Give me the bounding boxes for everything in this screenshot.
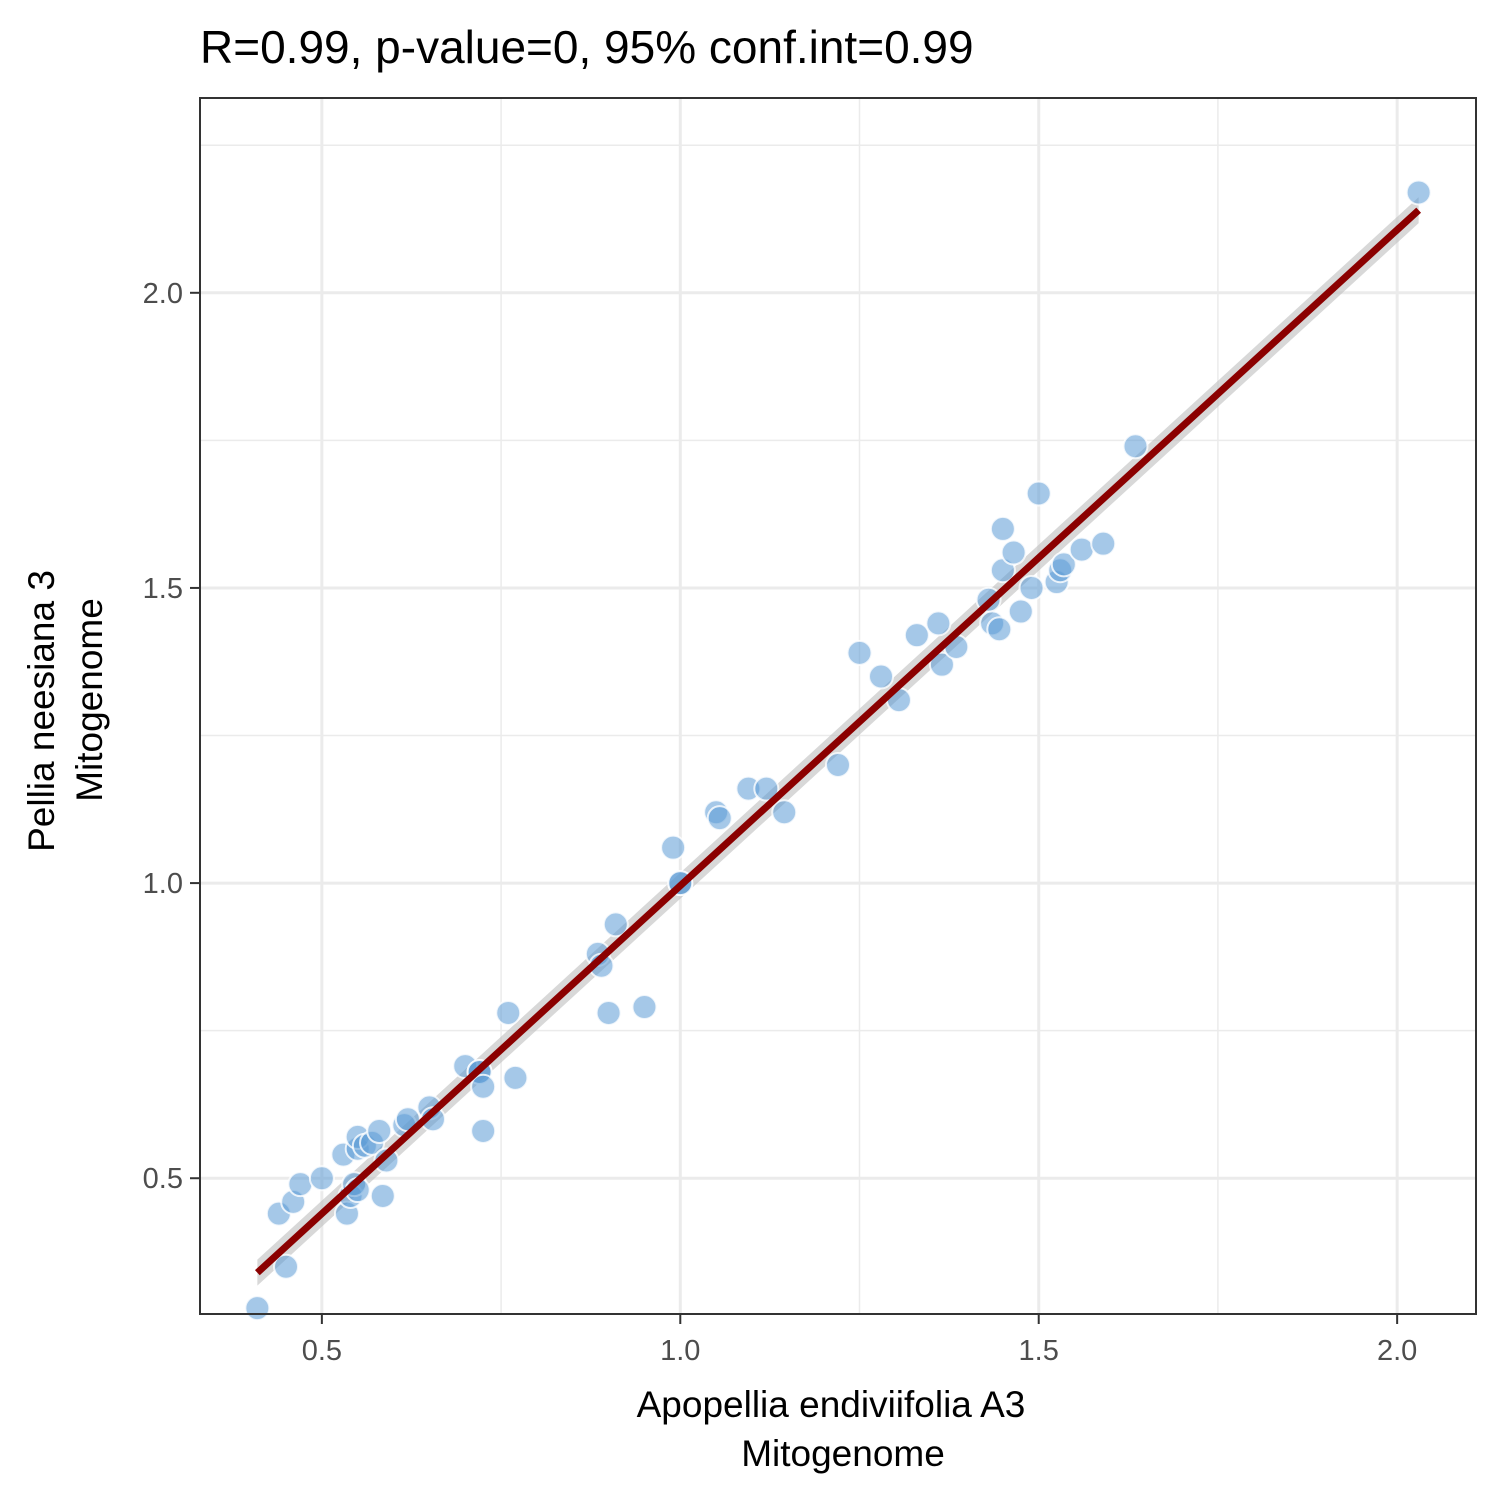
data-point: [771, 799, 798, 826]
data-point: [868, 663, 895, 690]
x-tick-label: 2.0: [1377, 1335, 1417, 1367]
data-point: [631, 994, 658, 1021]
y-axis-title-line2: Mitogenome: [69, 598, 110, 802]
data-point: [903, 622, 930, 649]
data-point: [373, 1147, 400, 1174]
data-point: [1007, 598, 1034, 625]
data-point: [846, 639, 873, 666]
data-point: [706, 805, 733, 832]
data-point: [1025, 480, 1052, 507]
data-point: [1405, 179, 1432, 206]
data-point: [602, 911, 629, 938]
data-point: [366, 1118, 393, 1145]
y-tick-label: 1.5: [143, 573, 183, 605]
data-point: [595, 999, 622, 1026]
data-point: [273, 1253, 300, 1280]
data-point: [287, 1171, 314, 1198]
data-point: [753, 775, 780, 802]
data-point: [369, 1182, 396, 1209]
y-tick-label: 1.0: [143, 868, 183, 900]
data-point: [1050, 551, 1077, 578]
data-point: [1122, 433, 1149, 460]
data-point: [502, 1064, 529, 1091]
panel-border: [199, 97, 1477, 1315]
data-point: [244, 1295, 271, 1322]
data-point: [1000, 539, 1027, 566]
x-tick-label: 0.5: [302, 1335, 342, 1367]
chart-title: R=0.99, p-value=0, 95% conf.int=0.99: [200, 21, 974, 73]
fit-line: [254, 207, 1422, 1276]
data-point: [470, 1073, 497, 1100]
y-tick-label: 2.0: [143, 278, 183, 310]
x-axis-title-line1: Apopellia endiviifolia A3: [637, 1384, 1026, 1425]
fit-line-group: [254, 207, 1422, 1276]
axes: 0.5 1.0 1.5 2.0 0.5 1.0 1.5 2.0: [143, 278, 1418, 1367]
data-point: [986, 616, 1013, 643]
data-point: [928, 651, 955, 678]
x-axis-title-line2: Mitogenome: [741, 1433, 945, 1474]
y-axis-title-line1: Pellia neesiana 3: [21, 570, 62, 852]
y-tick-label: 0.5: [143, 1163, 183, 1195]
data-point: [308, 1165, 335, 1192]
data-point: [989, 515, 1016, 542]
data-point: [825, 752, 851, 779]
data-point: [1068, 536, 1095, 563]
x-tick-label: 1.5: [1019, 1335, 1059, 1367]
data-point: [1090, 530, 1117, 557]
data-point: [660, 834, 687, 861]
data-point: [495, 999, 522, 1026]
data-point: [1018, 574, 1045, 601]
data-point: [925, 610, 952, 637]
data-point: [470, 1118, 497, 1145]
x-tick-label: 1.0: [660, 1335, 700, 1367]
